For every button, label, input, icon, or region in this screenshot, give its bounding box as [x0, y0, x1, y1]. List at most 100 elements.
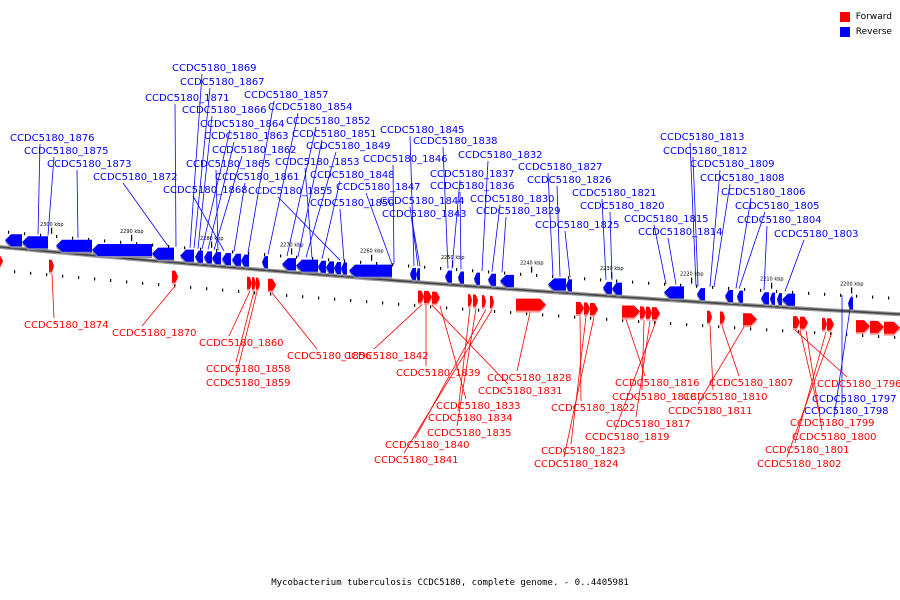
forward-gene-label[interactable]: CCDC5180_1824 [534, 459, 619, 470]
reverse-gene-label[interactable]: CCDC5180_1843 [382, 209, 467, 220]
forward-gene-label[interactable]: CCDC5180_1811 [668, 406, 753, 417]
reverse-gene-label[interactable]: CCDC5180_1809 [690, 159, 775, 170]
forward-gene-label[interactable]: CCDC5180_1841 [374, 455, 459, 466]
forward-gene-arrow[interactable] [49, 259, 54, 272]
forward-gene-label[interactable]: CCDC5180_1817 [606, 419, 691, 430]
forward-gene-arrow[interactable] [870, 320, 884, 333]
reverse-gene-label[interactable]: CCDC5180_1850 [310, 198, 395, 209]
reverse-gene-label[interactable]: CCDC5180_1855 [248, 186, 333, 197]
forward-gene-arrow[interactable] [793, 316, 800, 329]
forward-gene-label[interactable]: CCDC5180_1834 [428, 413, 513, 424]
forward-gene-label[interactable]: CCDC5180_1810 [683, 392, 768, 403]
reverse-gene-label[interactable]: CCDC5180_1847 [336, 182, 421, 193]
reverse-gene-arrow[interactable] [222, 252, 231, 265]
reverse-gene-arrow[interactable] [262, 256, 268, 269]
forward-gene-label[interactable]: CCDC5180_1839 [396, 368, 481, 379]
forward-gene-arrow[interactable] [418, 290, 424, 303]
forward-gene-label[interactable]: CCDC5180_1833 [436, 401, 521, 412]
forward-gene-arrow[interactable] [256, 277, 260, 290]
reverse-gene-label[interactable]: CCDC5180_1812 [663, 146, 748, 157]
reverse-gene-label[interactable]: CCDC5180_1836 [430, 181, 515, 192]
reverse-gene-arrow[interactable] [241, 254, 249, 267]
forward-gene-arrow[interactable] [0, 255, 3, 267]
reverse-gene-label[interactable]: CCDC5180_1808 [700, 173, 785, 184]
reverse-gene-arrow[interactable] [725, 289, 733, 302]
reverse-gene-label[interactable]: CCDC5180_1873 [47, 159, 132, 170]
forward-gene-arrow[interactable] [827, 318, 834, 331]
reverse-gene-label[interactable]: CCDC5180_1821 [572, 188, 657, 199]
reverse-gene-label[interactable]: CCDC5180_1803 [774, 229, 859, 240]
forward-gene-arrow[interactable] [468, 294, 472, 307]
reverse-gene-label[interactable]: CCDC5180_1844 [380, 196, 465, 207]
forward-gene-label[interactable]: CCDC5180_1828 [487, 373, 572, 384]
forward-gene-label[interactable]: CCDC5180_1799 [790, 418, 875, 429]
reverse-gene-label[interactable]: CCDC5180_1857 [244, 90, 329, 101]
reverse-gene-arrow[interactable] [180, 249, 194, 262]
forward-gene-arrow[interactable] [516, 298, 546, 311]
reverse-gene-arrow[interactable] [204, 251, 212, 264]
reverse-gene-arrow[interactable] [566, 279, 572, 292]
reverse-gene-label[interactable]: CCDC5180_1869 [172, 63, 257, 74]
reverse-gene-arrow[interactable] [282, 258, 296, 271]
reverse-gene-label[interactable]: CCDC5180_1825 [535, 220, 620, 231]
reverse-gene-arrow[interactable] [697, 288, 705, 301]
reverse-gene-label[interactable]: CCDC5180_1820 [580, 201, 665, 212]
forward-gene-label[interactable]: CCDC5180_1831 [478, 386, 563, 397]
forward-gene-arrow[interactable] [482, 295, 486, 308]
reverse-gene-label[interactable]: CCDC5180_1871 [145, 93, 230, 104]
reverse-gene-label[interactable]: CCDC5180_1845 [380, 125, 465, 136]
reverse-gene-arrow[interactable] [212, 252, 221, 265]
forward-gene-arrow[interactable] [473, 294, 478, 307]
reverse-gene-label[interactable]: CCDC5180_1875 [24, 146, 109, 157]
forward-gene-arrow[interactable] [576, 302, 584, 315]
reverse-gene-label[interactable]: CCDC5180_1866 [182, 105, 267, 116]
reverse-gene-arrow[interactable] [770, 292, 775, 305]
reverse-gene-label[interactable]: CCDC5180_1837 [430, 169, 515, 180]
reverse-gene-arrow[interactable] [737, 290, 743, 303]
reverse-gene-label[interactable]: CCDC5180_1827 [518, 162, 603, 173]
reverse-gene-arrow[interactable] [761, 292, 769, 305]
forward-gene-label[interactable]: CCDC5180_1800 [792, 432, 877, 443]
reverse-gene-label[interactable]: CCDC5180_1868 [163, 185, 248, 196]
reverse-gene-label[interactable]: CCDC5180_1854 [268, 102, 353, 113]
forward-gene-arrow[interactable] [652, 307, 660, 320]
reverse-gene-label[interactable]: CCDC5180_1848 [310, 170, 395, 181]
reverse-gene-label[interactable]: CCDC5180_1846 [363, 154, 448, 165]
forward-gene-label[interactable]: CCDC5180_1842 [344, 351, 429, 362]
reverse-gene-label[interactable]: CCDC5180_1863 [204, 131, 289, 142]
reverse-gene-arrow[interactable] [458, 271, 464, 284]
forward-gene-arrow[interactable] [172, 270, 178, 283]
reverse-gene-arrow[interactable] [56, 239, 92, 252]
reverse-gene-label[interactable]: CCDC5180_1864 [200, 119, 285, 130]
reverse-gene-label[interactable]: CCDC5180_1813 [660, 132, 745, 143]
forward-gene-arrow[interactable] [707, 310, 712, 323]
reverse-gene-label[interactable]: CCDC5180_1876 [10, 133, 95, 144]
reverse-gene-arrow[interactable] [318, 260, 326, 273]
reverse-gene-arrow[interactable] [612, 282, 622, 295]
forward-gene-label[interactable]: CCDC5180_1874 [24, 320, 109, 331]
forward-gene-arrow[interactable] [590, 303, 598, 316]
forward-gene-label[interactable]: CCDC5180_1822 [551, 403, 636, 414]
reverse-gene-arrow[interactable] [548, 278, 566, 291]
forward-gene-label[interactable]: CCDC5180_1796 [817, 379, 900, 390]
forward-gene-label[interactable]: CCDC5180_1835 [427, 428, 512, 439]
forward-gene-arrow[interactable] [247, 276, 252, 289]
forward-gene-arrow[interactable] [640, 306, 646, 319]
reverse-gene-label[interactable]: CCDC5180_1872 [93, 172, 178, 183]
forward-gene-arrow[interactable] [268, 278, 276, 291]
reverse-gene-arrow[interactable] [777, 293, 782, 306]
reverse-gene-arrow[interactable] [349, 264, 392, 277]
forward-gene-label[interactable]: CCDC5180_1859 [206, 378, 291, 389]
reverse-gene-label[interactable]: CCDC5180_1826 [527, 175, 612, 186]
reverse-gene-label[interactable]: CCDC5180_1865 [186, 159, 271, 170]
reverse-gene-arrow[interactable] [195, 250, 203, 263]
reverse-gene-arrow[interactable] [341, 262, 347, 275]
forward-gene-arrow[interactable] [424, 291, 432, 304]
reverse-gene-label[interactable]: CCDC5180_1830 [470, 194, 555, 205]
forward-gene-arrow[interactable] [743, 313, 757, 326]
reverse-gene-arrow[interactable] [326, 261, 334, 274]
reverse-gene-arrow[interactable] [474, 272, 480, 285]
reverse-gene-label[interactable]: CCDC5180_1797 [812, 394, 897, 405]
reverse-gene-arrow[interactable] [664, 286, 684, 299]
reverse-gene-label[interactable]: CCDC5180_1832 [458, 150, 543, 161]
